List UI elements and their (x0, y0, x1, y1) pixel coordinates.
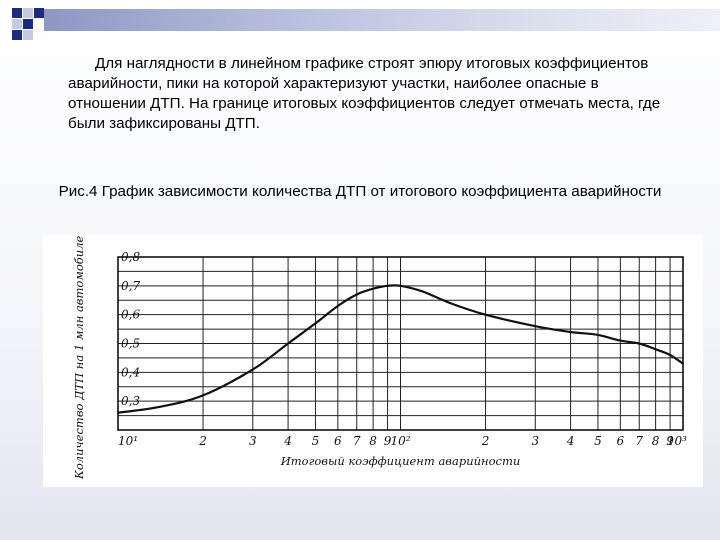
series-point (251, 368, 254, 371)
x-tick-label: 9 (666, 434, 674, 448)
x-axis-label: Итоговый коэффициент аварийности (280, 454, 521, 468)
body-paragraph: Для наглядности в линейном графике строя… (68, 54, 668, 134)
series-point (654, 348, 657, 351)
y-tick-label: 0,5 (121, 337, 140, 351)
y-axis-label: Количество ДТП на 1 млн автомобилей-км (72, 235, 86, 480)
body-paragraph-text: Для наглядности в линейном графике строя… (68, 55, 661, 132)
x-tick-label: 8 (652, 434, 660, 448)
series-point (619, 339, 622, 342)
plot-frame (117, 256, 684, 431)
series-line (117, 284, 684, 414)
y-tick-labels: 0,3 0,4 0,5 0,6 0,7 0,8 (121, 250, 140, 408)
y-tick-label: 0,6 (121, 308, 140, 322)
deco-square (34, 8, 44, 18)
deco-square (12, 30, 22, 40)
x-tick-label: 9 (384, 434, 392, 448)
title-bar (44, 9, 720, 31)
series-point (682, 362, 684, 365)
x-tick-label: 5 (594, 434, 602, 448)
series-point (372, 287, 375, 290)
series-point (336, 305, 339, 307)
deco-square (12, 8, 22, 18)
x-tick-label: 10² (390, 434, 410, 448)
deco-square (12, 19, 22, 29)
series-point (399, 284, 402, 287)
series-point (287, 342, 289, 345)
series-point (597, 333, 599, 336)
x-tick-label: 5 (312, 434, 320, 448)
x-tick-label: 3 (249, 434, 257, 448)
x-tick-label: 10³ (667, 434, 687, 448)
y-tick-label: 0,3 (121, 394, 140, 408)
x-tick-label: 2 (481, 434, 490, 448)
x-tick-label: 4 (566, 434, 575, 448)
x-tick-label: 8 (369, 434, 377, 448)
series-point (449, 302, 452, 305)
x-tick-label: 7 (635, 434, 643, 448)
deco-square (23, 19, 33, 29)
series-point (355, 293, 358, 296)
deco-square (23, 30, 33, 40)
y-tick-label: 0,8 (121, 250, 140, 264)
x-tick-label: 6 (617, 434, 625, 448)
series-points (117, 284, 684, 414)
series-point (669, 354, 671, 356)
series-point (314, 322, 317, 325)
y-tick-label: 0,7 (121, 279, 140, 293)
series-point (421, 290, 424, 293)
chart-grid (117, 256, 684, 431)
chart-figure: 0,3 0,4 0,5 0,6 0,7 0,8 10¹ 2 3 4 5 6 7 8 9 10² 2 3 4 5 6 7 8… (43, 235, 703, 487)
line-chart: 0,30,40,50,60,70,8 10¹ 2 3 4 5 6 7 8 9 10² 2 3 4 5 6 7 8… (72, 235, 687, 480)
series-point (638, 342, 641, 345)
series-point (202, 394, 204, 397)
series-point (117, 411, 119, 414)
x-tick-label: 3 (531, 434, 539, 448)
deco-square (23, 8, 33, 18)
x-tick-label: 2 (198, 434, 207, 448)
series-point (534, 325, 537, 328)
series-point (386, 284, 389, 287)
x-tick-label: 7 (353, 434, 361, 448)
title-decoration (0, 0, 720, 50)
figure-caption: Рис.4 График зависимости количества ДТП … (58, 183, 662, 200)
x-tick-label: 10¹ (118, 434, 138, 448)
series-point (158, 406, 161, 408)
series-point (569, 331, 572, 333)
x-tick-label: 4 (283, 434, 292, 448)
series-point (484, 313, 487, 316)
x-tick-label: 6 (334, 434, 342, 448)
y-tick-label: 0,4 (121, 365, 140, 379)
